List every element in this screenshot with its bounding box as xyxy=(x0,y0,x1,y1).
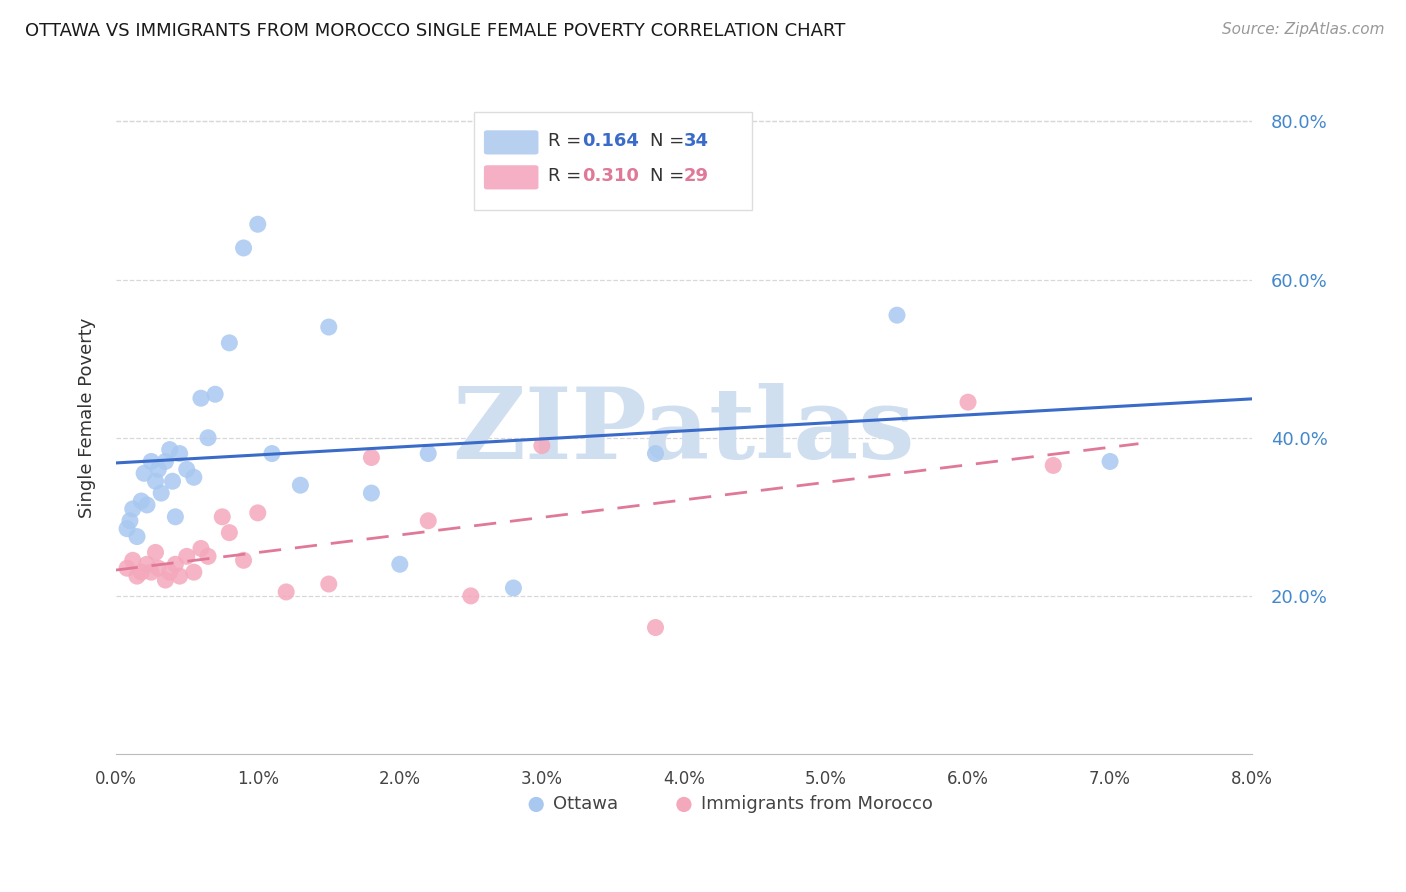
FancyBboxPatch shape xyxy=(484,130,538,154)
Point xyxy=(246,217,269,231)
Point xyxy=(360,450,382,465)
Point xyxy=(190,541,212,556)
Point xyxy=(530,439,553,453)
Point xyxy=(388,558,411,572)
FancyBboxPatch shape xyxy=(484,165,538,189)
Point xyxy=(956,395,979,409)
Point xyxy=(183,565,205,579)
Point xyxy=(115,522,138,536)
Point xyxy=(232,241,254,255)
Point xyxy=(197,431,219,445)
Point xyxy=(129,494,152,508)
Point xyxy=(134,467,156,481)
Point xyxy=(290,478,312,492)
Point xyxy=(232,553,254,567)
Text: N =: N = xyxy=(650,132,690,150)
Point xyxy=(129,565,152,579)
Point xyxy=(176,549,198,564)
Point xyxy=(165,509,187,524)
Point xyxy=(165,558,187,572)
Text: Immigrants from Morocco: Immigrants from Morocco xyxy=(702,796,932,814)
Point xyxy=(155,573,177,587)
Point xyxy=(318,320,340,334)
Point xyxy=(218,335,240,350)
Point xyxy=(121,502,143,516)
Point xyxy=(183,470,205,484)
Point xyxy=(176,462,198,476)
Point xyxy=(260,446,283,460)
Point xyxy=(141,454,163,468)
Text: 0.310: 0.310 xyxy=(582,167,638,185)
Point xyxy=(169,569,191,583)
Point xyxy=(148,561,170,575)
Point xyxy=(502,581,524,595)
Y-axis label: Single Female Poverty: Single Female Poverty xyxy=(79,318,96,518)
Point xyxy=(218,525,240,540)
Point xyxy=(360,486,382,500)
Point xyxy=(644,446,666,460)
Point xyxy=(246,506,269,520)
Point xyxy=(159,442,181,457)
Point xyxy=(159,565,181,579)
Point xyxy=(276,585,298,599)
Point xyxy=(162,475,184,489)
Point xyxy=(318,577,340,591)
Point xyxy=(125,569,148,583)
Point xyxy=(141,565,163,579)
Text: ZIPatlas: ZIPatlas xyxy=(453,383,915,480)
Text: 0.164: 0.164 xyxy=(582,132,638,150)
Point xyxy=(1042,458,1064,473)
Point xyxy=(190,391,212,405)
FancyBboxPatch shape xyxy=(474,112,752,210)
Point xyxy=(418,514,440,528)
Point xyxy=(145,545,167,559)
Point xyxy=(148,462,170,476)
Text: 34: 34 xyxy=(683,132,709,150)
Point xyxy=(886,308,908,322)
Text: R =: R = xyxy=(547,167,586,185)
Point xyxy=(118,514,141,528)
Point xyxy=(197,549,219,564)
Text: Source: ZipAtlas.com: Source: ZipAtlas.com xyxy=(1222,22,1385,37)
Point xyxy=(418,446,440,460)
Text: OTTAWA VS IMMIGRANTS FROM MOROCCO SINGLE FEMALE POVERTY CORRELATION CHART: OTTAWA VS IMMIGRANTS FROM MOROCCO SINGLE… xyxy=(25,22,845,40)
Point xyxy=(125,530,148,544)
Point xyxy=(115,561,138,575)
Point xyxy=(136,498,159,512)
Text: 29: 29 xyxy=(683,167,709,185)
Text: N =: N = xyxy=(650,167,690,185)
Text: Ottawa: Ottawa xyxy=(553,796,619,814)
Point xyxy=(145,475,167,489)
Point xyxy=(204,387,226,401)
Point xyxy=(169,446,191,460)
Point xyxy=(460,589,482,603)
Point xyxy=(155,454,177,468)
Point xyxy=(150,486,173,500)
Point xyxy=(136,558,159,572)
Text: R =: R = xyxy=(547,132,586,150)
Point xyxy=(121,553,143,567)
Point xyxy=(1099,454,1122,468)
Point xyxy=(644,621,666,635)
Point xyxy=(211,509,233,524)
